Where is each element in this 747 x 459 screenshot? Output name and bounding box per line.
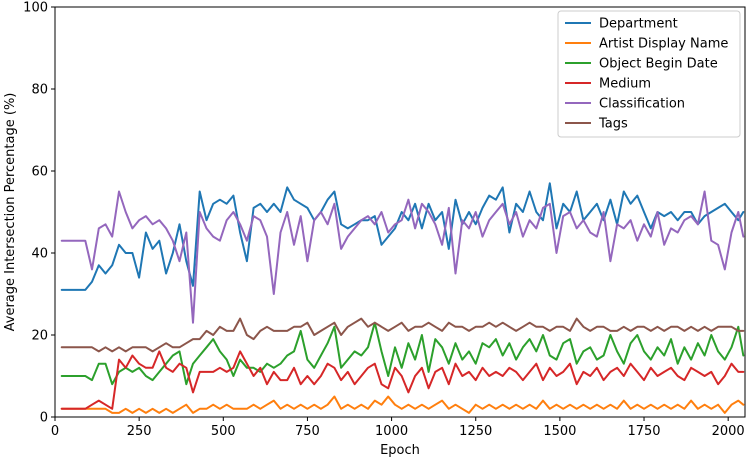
y-tick-label: 40 — [31, 247, 48, 262]
legend-label-object-begin-date: Object Begin Date — [599, 57, 718, 72]
y-tick-label: 80 — [31, 83, 48, 98]
y-tick-label: 0 — [40, 411, 48, 426]
legend-label-medium: Medium — [599, 77, 651, 92]
x-tick-label: 0 — [51, 424, 59, 439]
y-tick-label: 20 — [31, 329, 48, 344]
legend-label-artist-display-name: Artist Display Name — [599, 37, 728, 52]
y-axis-label: Average Intersection Percentage (%) — [3, 93, 18, 332]
y-tick-label: 60 — [31, 165, 48, 180]
legend-label-classification: Classification — [599, 97, 685, 112]
series-line-object-begin-date — [60, 321, 745, 386]
series-line-tags — [60, 317, 745, 353]
x-axis: 0 250 500 750 1000 1250 1500 1750 2000 — [51, 417, 745, 439]
x-axis-label: Epoch — [380, 443, 420, 458]
x-tick-label: 2000 — [712, 424, 745, 439]
y-axis: 0 20 40 60 80 100 — [23, 1, 55, 426]
series-line-artist-display-name — [60, 395, 745, 414]
legend-box — [557, 10, 741, 138]
series-layer — [60, 182, 745, 414]
x-tick-label: 250 — [127, 424, 152, 439]
y-tick-label: 100 — [23, 1, 48, 16]
legend-label-department: Department — [599, 17, 678, 32]
legend: Department Artist Display Name Object Begi… — [557, 10, 741, 138]
x-tick-label: 1000 — [375, 424, 408, 439]
x-tick-label: 500 — [211, 424, 236, 439]
series-line-department — [60, 182, 745, 291]
legend-label-tags: Tags — [598, 117, 628, 132]
x-tick-label: 1250 — [459, 424, 492, 439]
x-tick-label: 1750 — [627, 424, 660, 439]
x-tick-label: 1500 — [543, 424, 576, 439]
series-line-classification — [60, 190, 745, 324]
plot-frame — [54, 6, 746, 418]
x-tick-label: 750 — [295, 424, 320, 439]
series-line-medium — [60, 350, 745, 410]
